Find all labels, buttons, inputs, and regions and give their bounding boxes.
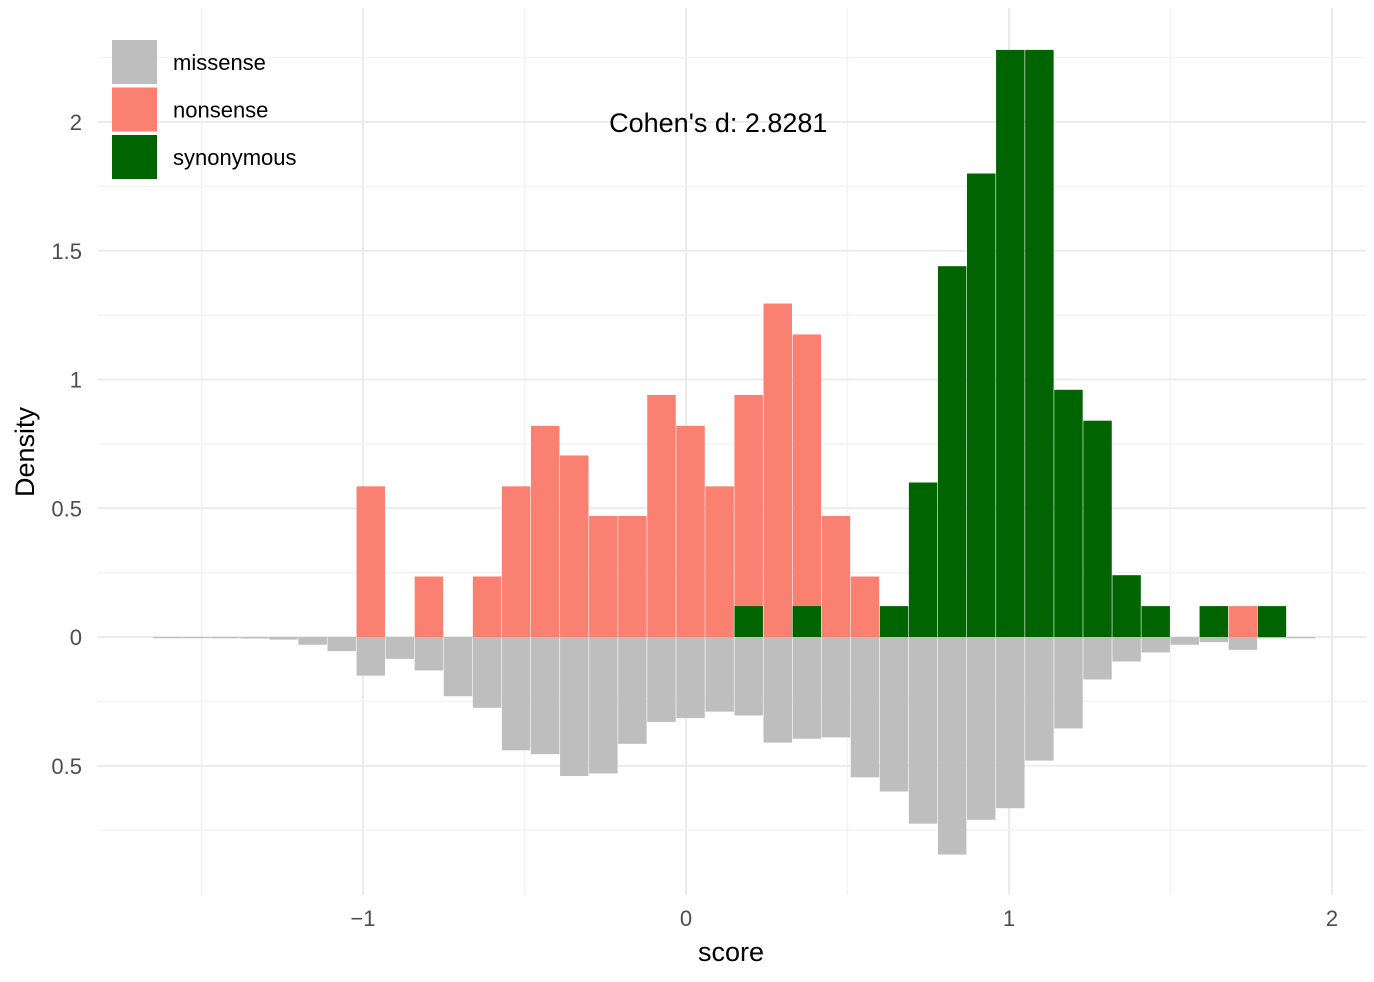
- x-axis-ticks: −1 0 1 2: [350, 906, 1338, 931]
- synonymous-bar: [1199, 606, 1229, 637]
- synonymous-bar: [879, 606, 909, 637]
- nonsense-bar: [1228, 606, 1258, 637]
- missense-bar: [1141, 637, 1170, 653]
- missense-bar: [385, 637, 415, 659]
- missense-bar: [269, 637, 298, 640]
- synonymous-bar: [996, 49, 1025, 637]
- missense-bar: [1025, 637, 1054, 761]
- missense-bar: [472, 637, 502, 708]
- nonsense-bar: [589, 515, 618, 637]
- grid-lines: [98, 8, 1366, 895]
- synonymous-bar: [792, 606, 822, 637]
- missense-bar: [1112, 637, 1141, 662]
- missense-bar: [1054, 637, 1083, 729]
- missense-legend-swatch: [112, 40, 157, 84]
- missense-bar: [879, 637, 909, 792]
- x-axis-title: score: [698, 937, 764, 967]
- nonsense-bar: [792, 334, 822, 637]
- nonsense-bar: [850, 576, 880, 637]
- missense-bar: [967, 637, 996, 820]
- nonsense-bar: [647, 394, 676, 637]
- missense-bar: [1286, 637, 1316, 639]
- missense-bar: [676, 637, 705, 719]
- nonsense-bar: [472, 576, 502, 637]
- synonymous-bar: [937, 266, 967, 637]
- nonsense-bar: [763, 303, 792, 637]
- nonsense-bar: [560, 455, 589, 637]
- missense-bar: [792, 637, 822, 739]
- synonymous-bar: [1025, 49, 1054, 637]
- nonsense-bar: [821, 515, 851, 637]
- histogram-bars: [153, 49, 1316, 855]
- synonymous-bar: [734, 606, 763, 637]
- nonsense-legend-label: nonsense: [173, 98, 268, 123]
- y-axis-title: Density: [10, 406, 40, 497]
- nonsense-bar: [734, 394, 763, 637]
- x-tick-label: 0: [680, 906, 692, 931]
- missense-bar: [298, 637, 327, 645]
- missense-bar: [821, 637, 851, 738]
- synonymous-bar: [1141, 606, 1170, 637]
- missense-bar: [937, 637, 967, 855]
- missense-bar: [530, 637, 560, 755]
- missense-bar: [240, 637, 269, 639]
- missense-bar: [1257, 637, 1287, 639]
- missense-bar: [356, 637, 386, 676]
- nonsense-bar: [618, 515, 647, 637]
- synonymous-bar: [1112, 575, 1141, 637]
- missense-bar: [153, 637, 182, 639]
- missense-bar: [443, 637, 473, 697]
- missense-bar: [327, 637, 356, 652]
- missense-bar: [1170, 637, 1199, 645]
- missense-bar: [705, 637, 734, 712]
- x-tick-label: 2: [1326, 906, 1338, 931]
- nonsense-bar: [676, 425, 705, 637]
- missense-bar: [647, 637, 676, 722]
- y-tick-label: 2: [70, 110, 82, 135]
- missense-bar: [908, 637, 938, 824]
- y-tick-label: 0.5: [51, 496, 82, 521]
- y-axis-ticks: 0.5 0 0.5 1 1.5 2: [51, 110, 82, 779]
- missense-bar: [1199, 637, 1229, 643]
- nonsense-legend-swatch: [112, 87, 157, 132]
- legend: missense nonsense synonymous: [112, 40, 297, 179]
- synonymous-bar: [908, 482, 938, 637]
- missense-bar: [501, 637, 531, 751]
- y-tick-label: 0: [70, 625, 82, 650]
- synonymous-legend-swatch: [112, 135, 157, 179]
- missense-bar: [763, 637, 792, 743]
- y-tick-label: 1.5: [51, 239, 82, 264]
- nonsense-bar: [501, 486, 531, 637]
- synonymous-bar: [967, 173, 996, 637]
- nonsense-bar: [530, 425, 560, 637]
- cohens-d-annotation: Cohen's d: 2.8281: [609, 108, 827, 138]
- synonymous-bar: [1257, 606, 1287, 637]
- missense-bar: [734, 637, 763, 716]
- x-tick-label: −1: [350, 906, 375, 931]
- y-tick-label: 0.5: [51, 754, 82, 779]
- missense-bar: [996, 637, 1025, 809]
- missense-bar: [850, 637, 880, 778]
- nonsense-bar: [705, 486, 734, 637]
- missense-bar: [211, 637, 240, 639]
- synonymous-bar: [1083, 420, 1112, 637]
- missense-bar: [589, 637, 618, 774]
- synonymous-legend-label: synonymous: [173, 145, 297, 170]
- missense-bar: [414, 637, 444, 671]
- missense-bar: [1228, 637, 1258, 650]
- nonsense-bar: [414, 576, 444, 637]
- missense-bar: [1083, 637, 1112, 680]
- missense-bar: [182, 637, 211, 639]
- missense-bar: [618, 637, 647, 744]
- missense-legend-label: missense: [173, 50, 266, 75]
- nonsense-bar: [356, 486, 386, 637]
- x-tick-label: 1: [1003, 906, 1015, 931]
- y-tick-label: 1: [70, 368, 82, 393]
- missense-bar: [560, 637, 589, 777]
- synonymous-bar: [1054, 389, 1083, 637]
